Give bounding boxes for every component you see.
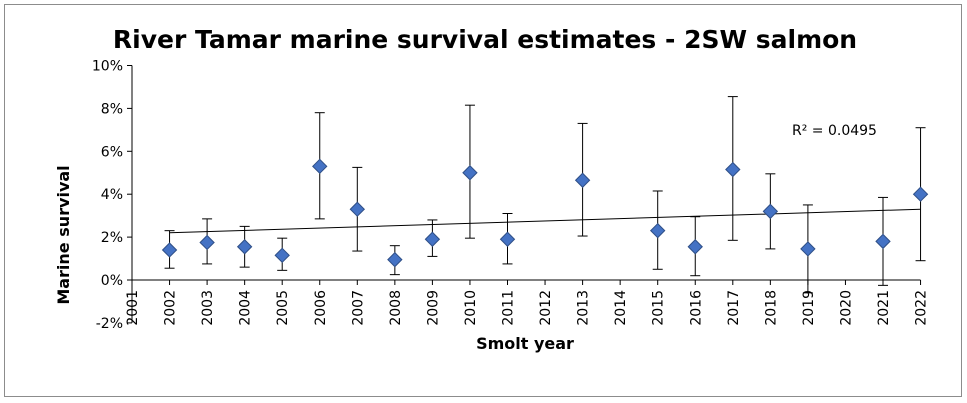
data-point-2022 xyxy=(912,186,929,202)
data-point-2005 xyxy=(274,247,290,264)
y-tick-label: 8% xyxy=(101,101,123,117)
data-point-2016 xyxy=(687,239,703,255)
y-tick-label: 10% xyxy=(92,59,123,75)
data-point-2015 xyxy=(649,222,666,239)
data-point-2017 xyxy=(725,161,741,178)
data-point-2008 xyxy=(387,251,403,268)
y-tick-label: 2% xyxy=(101,230,123,246)
data-point-2013 xyxy=(574,172,591,188)
data-point-2003 xyxy=(199,234,215,251)
x-tick-label: 2021 xyxy=(876,290,892,326)
y-axis-title: Marine survival xyxy=(54,165,73,304)
y-tick-label: 6% xyxy=(101,144,123,160)
x-tick-label: 2015 xyxy=(651,290,667,326)
data-point-2010 xyxy=(462,165,478,181)
data-point-2002 xyxy=(161,242,178,258)
x-tick-label: 2013 xyxy=(576,290,592,326)
chart: River Tamar marine survival estimates - … xyxy=(54,25,930,353)
data-point-2009 xyxy=(424,231,441,247)
chart-title: River Tamar marine survival estimates - … xyxy=(113,25,857,54)
y-tick-label: 0% xyxy=(101,273,123,289)
data-point-2006 xyxy=(312,158,328,175)
x-tick-label: 2011 xyxy=(501,290,517,326)
y-tick-label: 4% xyxy=(101,187,123,203)
data-point-2021 xyxy=(875,233,891,250)
data-points xyxy=(161,158,929,268)
trendline xyxy=(169,208,921,234)
x-tick-label: 2022 xyxy=(914,290,930,326)
x-tick-label: 2016 xyxy=(688,290,704,326)
x-tick-label: 2012 xyxy=(538,290,554,326)
x-tick-label: 2005 xyxy=(275,290,291,326)
x-tick-label: 2019 xyxy=(801,290,817,326)
x-tick-label: 2001 xyxy=(125,290,141,326)
x-tick-label: 2004 xyxy=(238,290,254,326)
chart-frame: River Tamar marine survival estimates - … xyxy=(4,4,962,397)
x-tick-label: 2014 xyxy=(613,290,629,326)
x-axis-title: Smolt year xyxy=(476,334,574,353)
x-tick-label: 2010 xyxy=(463,290,479,326)
data-point-2019 xyxy=(800,241,816,257)
x-tick-label: 2007 xyxy=(350,290,366,326)
axes xyxy=(127,65,922,324)
y-tick-labels: -2% 0% 2% 4% 6% 8% 10% xyxy=(92,59,123,332)
data-point-2007 xyxy=(349,201,366,217)
x-tick-label: 2003 xyxy=(200,290,216,326)
x-tick-label: 2018 xyxy=(763,290,779,326)
x-tick-label: 2009 xyxy=(425,290,441,326)
r-squared-label: R² = 0.0495 xyxy=(792,123,877,139)
x-tick-label: 2020 xyxy=(838,290,854,326)
x-tick-label: 2017 xyxy=(726,290,742,326)
x-tick-labels: 2001 2002 2003 2004 2005 2006 2007 2008 2009 2010… xyxy=(125,290,930,326)
data-point-2018 xyxy=(762,203,779,220)
x-tick-label: 2008 xyxy=(388,290,404,326)
y-tick-label: -2% xyxy=(96,316,123,332)
data-point-2004 xyxy=(236,239,253,255)
x-tick-label: 2002 xyxy=(163,290,179,326)
x-tick-label: 2006 xyxy=(313,290,329,326)
data-point-2011 xyxy=(499,231,516,247)
trendline-group xyxy=(169,208,921,234)
